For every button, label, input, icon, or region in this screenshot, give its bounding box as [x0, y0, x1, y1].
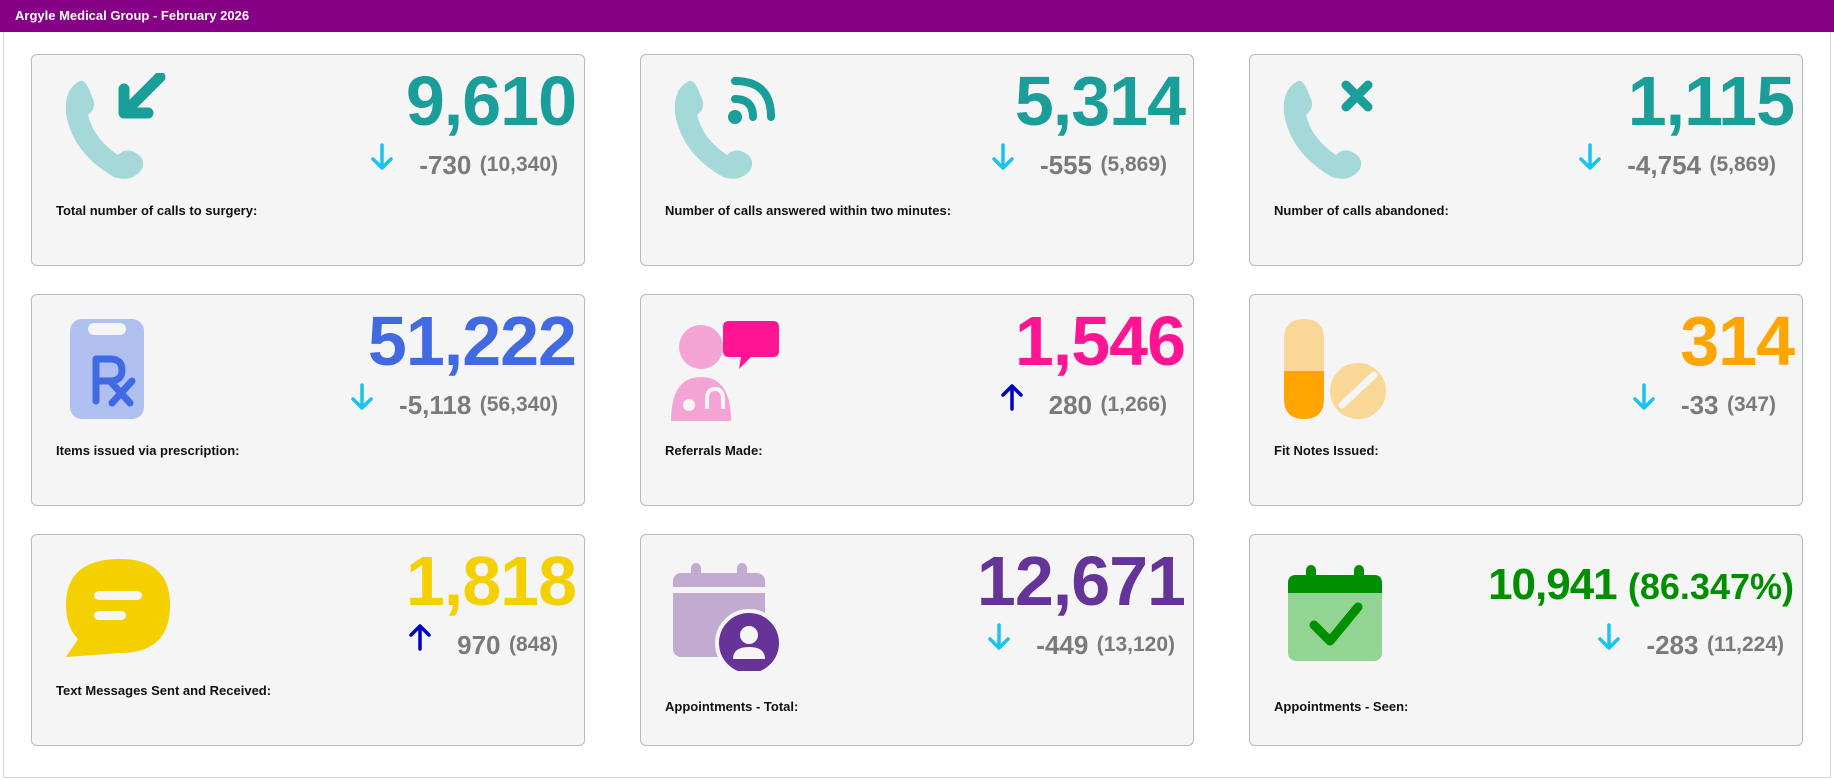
- kpi-change: -449 (13,120): [988, 623, 1175, 663]
- kpi-label: Appointments - Seen:: [1274, 699, 1409, 714]
- calendar-person-icon: [669, 561, 783, 677]
- chat-bubble-icon: [60, 553, 170, 663]
- kpi-change: 970 (848): [409, 623, 558, 663]
- kpi-label: Number of calls abandoned:: [1274, 203, 1449, 218]
- kpi-label: Number of calls answered within two minu…: [665, 203, 952, 218]
- kpi-delta: -4,754: [1627, 150, 1701, 180]
- kpi-value: 314: [1680, 302, 1795, 380]
- kpi-delta: -555: [1039, 150, 1092, 180]
- kpi-card-total-calls: 9,610 -730 (10,340) Total number of call…: [31, 54, 585, 266]
- kpi-delta: -5,118: [399, 390, 472, 420]
- dashboard-frame: [3, 32, 1831, 778]
- kpi-previous: (56,340): [479, 393, 558, 416]
- kpi-previous: (11,224): [1706, 633, 1784, 656]
- kpi-value: 51,222: [367, 302, 577, 380]
- kpi-delta: -730: [419, 150, 472, 180]
- arrow-down-icon: [371, 143, 394, 187]
- report-title: Argyle Medical Group - February 2026: [0, 0, 1834, 32]
- kpi-card-fit-notes: 314 -33 (347) Fit Notes Issued:: [1249, 294, 1803, 506]
- phone-missed-icon: [1278, 73, 1388, 183]
- arrow-down-icon: [1598, 623, 1621, 667]
- kpi-change: -5,118 (56,340): [351, 383, 558, 423]
- arrow-up-icon: [409, 623, 431, 667]
- calendar-check-icon: [1286, 563, 1396, 673]
- doctor-chat-icon: [669, 313, 779, 423]
- arrow-down-icon: [1579, 143, 1602, 187]
- kpi-card-appointments-total: 12,671 -449 (13,120) Appointments - Tota…: [640, 534, 1194, 746]
- kpi-value: 1,115: [1627, 62, 1795, 140]
- kpi-value-group: 10,941 (86.347%): [1488, 545, 1794, 627]
- arrow-down-icon: [1633, 383, 1655, 427]
- kpi-delta: 280: [1048, 390, 1092, 420]
- kpi-card-calls-answered: 5,314 -555 (5,869) Number of calls answe…: [640, 54, 1194, 266]
- kpi-value: 1,818: [405, 542, 577, 620]
- kpi-change: -283 (11,224): [1598, 623, 1784, 663]
- kpi-change: -730 (10,340): [371, 143, 558, 183]
- pills-icon: [1278, 313, 1390, 423]
- kpi-previous: (347): [1726, 393, 1776, 416]
- kpi-change: -555 (5,869): [992, 143, 1167, 183]
- kpi-value: 1,546: [1014, 302, 1186, 380]
- kpi-previous: (5,869): [1100, 153, 1167, 176]
- kpi-label: Fit Notes Issued:: [1274, 443, 1379, 458]
- kpi-label: Referrals Made:: [665, 443, 763, 458]
- kpi-previous: (1,266): [1100, 393, 1167, 416]
- kpi-label: Items issued via prescription:: [56, 443, 240, 458]
- kpi-value: 9,610: [405, 62, 577, 140]
- kpi-label: Text Messages Sent and Received:: [56, 683, 272, 698]
- kpi-change: -33 (347): [1633, 383, 1776, 423]
- kpi-change: -4,754 (5,869): [1579, 143, 1776, 183]
- kpi-previous: (13,120): [1096, 633, 1175, 656]
- kpi-previous: (10,340): [479, 153, 558, 176]
- kpi-card-text-messages: 1,818 970 (848) Text Messages Sent and R…: [31, 534, 585, 746]
- prescription-clipboard-icon: [60, 313, 170, 423]
- kpi-card-appointments-seen: 10,941 (86.347%) -283 (11,224) Appointme…: [1249, 534, 1803, 746]
- kpi-value: 10,941: [1488, 560, 1618, 609]
- kpi-delta: -449: [1036, 630, 1089, 660]
- kpi-delta: -33: [1680, 390, 1719, 420]
- arrow-down-icon: [988, 623, 1011, 667]
- kpi-card-prescriptions: 51,222 -5,118 (56,340) Items issued via …: [31, 294, 585, 506]
- kpi-card-calls-abandoned: 1,115 -4,754 (5,869) Number of calls aba…: [1249, 54, 1803, 266]
- kpi-previous: (848): [508, 633, 558, 656]
- arrow-down-icon: [992, 143, 1014, 187]
- kpi-value: 12,671: [976, 542, 1186, 620]
- kpi-label: Total number of calls to surgery:: [56, 203, 258, 218]
- kpi-previous: (5,869): [1709, 153, 1776, 176]
- arrow-up-icon: [1000, 383, 1023, 427]
- arrow-down-icon: [351, 383, 373, 427]
- kpi-delta: 970: [457, 630, 501, 660]
- phone-incoming-icon: [60, 71, 170, 183]
- kpi-card-referrals: 1,546 280 (1,266) Referrals Made:: [640, 294, 1194, 506]
- kpi-value: 5,314: [1014, 62, 1186, 140]
- phone-signal-icon: [669, 73, 779, 183]
- kpi-change: 280 (1,266): [1000, 383, 1167, 423]
- kpi-delta: -283: [1646, 630, 1699, 660]
- kpi-label: Appointments - Total:: [665, 699, 799, 714]
- kpi-percent: (86.347%): [1627, 566, 1794, 607]
